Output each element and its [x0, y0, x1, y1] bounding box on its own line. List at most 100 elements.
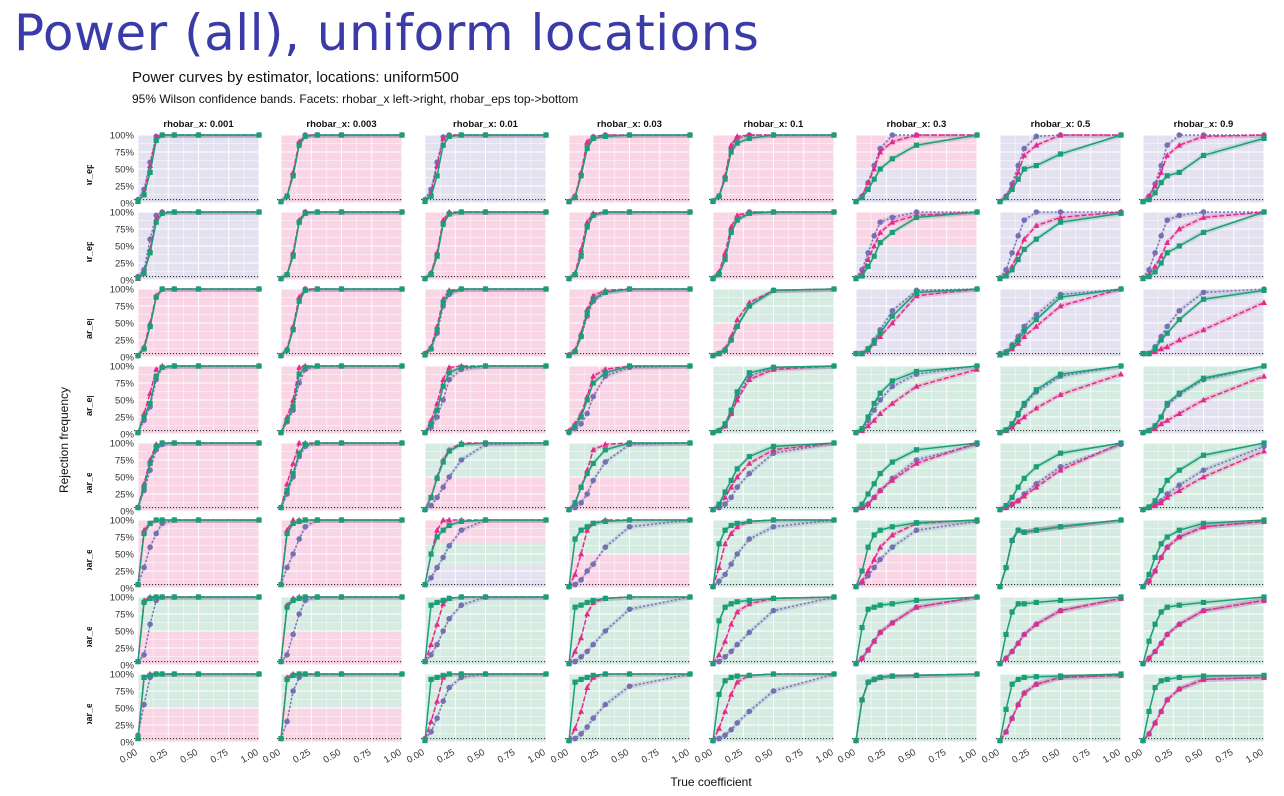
point-pink — [1176, 685, 1183, 692]
point-green — [831, 517, 837, 523]
x-tick-label: 1.00 — [526, 747, 548, 766]
facet-panel — [1139, 363, 1267, 436]
y-tick-label: 0% — [120, 661, 134, 672]
point-green — [602, 671, 608, 677]
point-green — [284, 676, 290, 683]
point-purple — [1164, 491, 1170, 497]
series-line-purple — [999, 211, 1121, 279]
point-green — [1033, 317, 1039, 323]
x-tick-label: 0.00 — [980, 747, 1002, 766]
point-purple — [1146, 267, 1152, 273]
point-green — [195, 594, 202, 600]
point-purple — [889, 214, 896, 221]
point-pink — [440, 376, 447, 382]
point-green — [1057, 597, 1064, 603]
point-green — [1021, 475, 1027, 481]
point-green — [997, 507, 1003, 513]
series-line-green — [1142, 596, 1265, 664]
point-green — [1261, 363, 1267, 369]
point-green — [1015, 676, 1021, 683]
point-pink — [716, 725, 723, 731]
point-pink — [1200, 607, 1207, 613]
facet-panel — [277, 285, 405, 359]
point-green — [399, 363, 405, 369]
confidence-band — [1000, 135, 1121, 203]
series-line-pink — [1142, 676, 1265, 742]
point-green — [314, 363, 320, 369]
point-purple — [428, 729, 434, 735]
point-green — [278, 736, 284, 742]
point-pink — [746, 376, 753, 382]
facet-panel — [134, 670, 262, 743]
point-pink — [1021, 333, 1028, 339]
point-pink — [871, 556, 878, 562]
point-pink — [1009, 424, 1016, 430]
point-green — [974, 671, 980, 677]
point-pink — [572, 725, 579, 731]
y-tick-label: 100% — [110, 362, 135, 373]
y-tick-label: 25% — [115, 490, 135, 501]
y-tick-label: 100% — [110, 516, 135, 527]
facet-panel — [565, 285, 693, 359]
point-green — [141, 192, 147, 198]
point-pink — [728, 142, 735, 148]
point-pink — [1176, 225, 1183, 232]
point-green — [770, 287, 777, 293]
point-green — [543, 440, 549, 446]
point-green — [1261, 672, 1267, 678]
point-green — [578, 414, 584, 420]
point-green — [974, 132, 980, 138]
point-green — [440, 459, 446, 465]
point-green — [195, 363, 202, 369]
point-green — [871, 176, 877, 182]
point-green — [422, 198, 428, 204]
point-green — [399, 440, 405, 446]
point-green — [865, 346, 871, 352]
y-tick-label: 0% — [120, 276, 134, 287]
x-tick-label: 0.00 — [405, 747, 427, 766]
point-green — [722, 678, 728, 684]
point-pink — [1057, 302, 1064, 309]
point-purple — [722, 654, 728, 660]
point-green — [428, 346, 434, 352]
point-green — [1261, 135, 1267, 141]
point-purple — [440, 554, 446, 561]
point-green — [746, 210, 752, 216]
point-green — [399, 594, 405, 600]
point-green — [159, 594, 165, 600]
point-green — [302, 133, 308, 139]
point-green — [1009, 681, 1015, 687]
point-pink — [1261, 299, 1267, 305]
point-pink — [1057, 214, 1064, 220]
point-pink — [1152, 648, 1159, 654]
point-green — [434, 407, 440, 413]
point-purple — [147, 236, 153, 242]
point-purple — [153, 530, 159, 537]
row-facet-label: rhobar_eps: 0.3 — [84, 520, 94, 587]
series-line-purple — [280, 596, 402, 663]
series-line-pink — [999, 134, 1121, 203]
series-line-green — [280, 442, 402, 508]
point-green — [859, 501, 865, 507]
series-line-green — [280, 288, 402, 357]
point-green — [1146, 274, 1152, 280]
point-green — [746, 454, 752, 460]
point-green — [1118, 671, 1124, 677]
point-green — [302, 364, 308, 370]
x-tick-label: 0.75 — [1214, 747, 1236, 766]
point-purple — [578, 654, 584, 660]
point-green — [1261, 440, 1267, 446]
y-tick-label: 100% — [110, 670, 135, 681]
point-green — [877, 471, 883, 477]
point-pink — [974, 366, 980, 372]
point-green — [859, 194, 865, 201]
point-green — [1003, 706, 1009, 712]
facet-panel — [134, 285, 262, 359]
point-purple — [722, 732, 728, 738]
y-tick-label: 75% — [115, 456, 135, 467]
chart-title: Power curves by estimator, locations: un… — [132, 69, 459, 86]
series-line-pink — [855, 211, 978, 280]
x-tick-label: 1.00 — [670, 747, 692, 766]
point-green — [482, 209, 489, 215]
point-green — [578, 602, 584, 608]
